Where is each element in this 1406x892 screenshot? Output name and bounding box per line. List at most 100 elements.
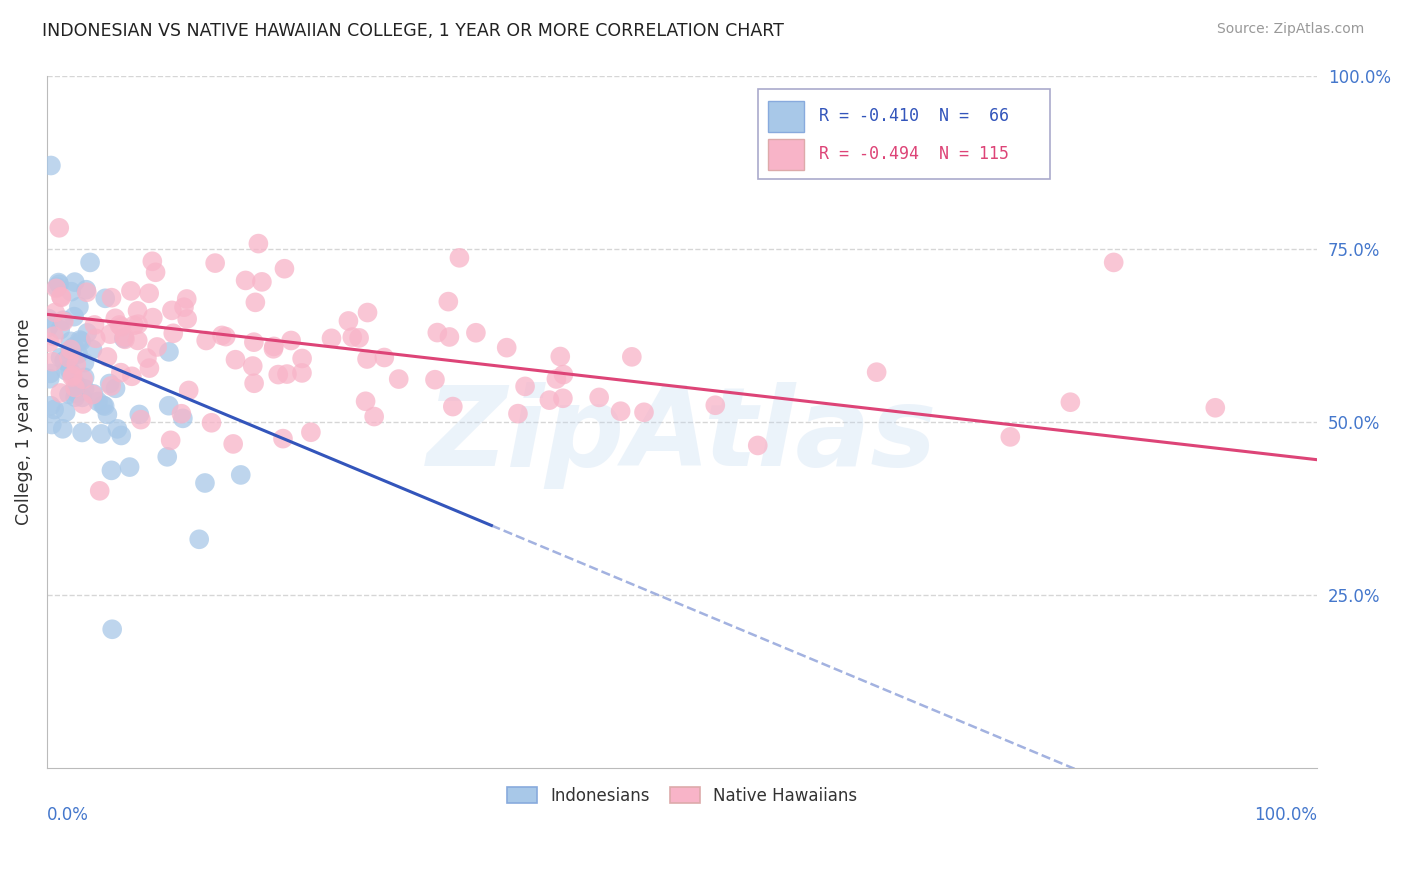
- Point: [60, 370, 83, 384]
- Point: [159, 434, 181, 448]
- Point: [82, 343, 104, 357]
- Point: [373, 351, 395, 365]
- Point: [49, 386, 72, 401]
- Point: [177, 384, 200, 398]
- Point: [46, 280, 69, 294]
- Text: ZipAtlas: ZipAtlas: [426, 382, 938, 489]
- Point: [342, 330, 364, 344]
- Point: [104, 381, 127, 395]
- Point: [138, 286, 160, 301]
- Point: [70, 390, 93, 404]
- Point: [250, 275, 273, 289]
- Point: [495, 341, 517, 355]
- Point: [337, 314, 360, 328]
- Point: [176, 311, 198, 326]
- Point: [112, 331, 135, 345]
- Point: [38, 372, 60, 386]
- Point: [63, 390, 86, 404]
- Point: [96, 408, 118, 422]
- Point: [1059, 395, 1081, 409]
- Point: [609, 404, 631, 418]
- Point: [110, 366, 132, 380]
- Point: [356, 351, 378, 366]
- Point: [247, 236, 270, 251]
- Point: [142, 310, 165, 325]
- Point: [58, 351, 80, 365]
- Point: [65, 358, 87, 372]
- Point: [44, 305, 66, 319]
- Point: [84, 331, 107, 345]
- Point: [87, 394, 110, 409]
- Point: [39, 367, 62, 381]
- Point: [271, 432, 294, 446]
- Point: [65, 386, 87, 401]
- Point: [222, 437, 245, 451]
- Point: [204, 256, 226, 270]
- Point: [553, 368, 575, 382]
- Point: [122, 318, 145, 333]
- Point: [39, 159, 62, 173]
- Point: [52, 314, 75, 328]
- Point: [141, 254, 163, 268]
- Point: [426, 326, 449, 340]
- Point: [173, 300, 195, 314]
- Point: [39, 399, 62, 413]
- Point: [67, 300, 90, 314]
- Point: [49, 289, 72, 303]
- Point: [291, 366, 314, 380]
- Point: [441, 400, 464, 414]
- Point: [82, 387, 104, 401]
- Point: [263, 339, 285, 353]
- Y-axis label: College, 1 year or more: College, 1 year or more: [15, 318, 32, 524]
- Point: [291, 351, 314, 366]
- Point: [127, 317, 149, 331]
- Point: [72, 397, 94, 411]
- Point: [41, 417, 63, 432]
- Text: Source: ZipAtlas.com: Source: ZipAtlas.com: [1216, 22, 1364, 37]
- Point: [506, 407, 529, 421]
- Point: [55, 364, 77, 378]
- Point: [75, 283, 97, 297]
- Point: [52, 313, 75, 327]
- Point: [388, 372, 411, 386]
- Point: [437, 294, 460, 309]
- Point: [52, 422, 75, 436]
- Point: [127, 334, 149, 348]
- Point: [59, 343, 82, 358]
- Point: [83, 387, 105, 401]
- Point: [194, 475, 217, 490]
- Point: [229, 467, 252, 482]
- Point: [588, 391, 610, 405]
- Point: [513, 379, 536, 393]
- Point: [72, 372, 94, 386]
- Point: [37, 311, 59, 326]
- Point: [363, 409, 385, 424]
- Point: [146, 340, 169, 354]
- Point: [200, 416, 222, 430]
- Text: R = -0.410  N =  66: R = -0.410 N = 66: [820, 107, 1010, 126]
- Point: [98, 327, 121, 342]
- Point: [48, 220, 70, 235]
- Point: [195, 334, 218, 348]
- Point: [439, 330, 461, 344]
- Point: [66, 378, 89, 392]
- Point: [1102, 255, 1125, 269]
- Point: [49, 351, 72, 365]
- Point: [55, 405, 77, 419]
- Point: [157, 399, 180, 413]
- Point: [73, 356, 96, 370]
- Point: [76, 285, 98, 300]
- Point: [129, 412, 152, 426]
- Point: [101, 622, 124, 636]
- Point: [245, 295, 267, 310]
- Point: [62, 368, 84, 383]
- Point: [548, 350, 571, 364]
- Point: [620, 350, 643, 364]
- Point: [1204, 401, 1226, 415]
- Point: [93, 399, 115, 413]
- Point: [96, 350, 118, 364]
- Point: [243, 376, 266, 391]
- Point: [91, 398, 114, 412]
- Point: [704, 398, 727, 412]
- Point: [83, 318, 105, 332]
